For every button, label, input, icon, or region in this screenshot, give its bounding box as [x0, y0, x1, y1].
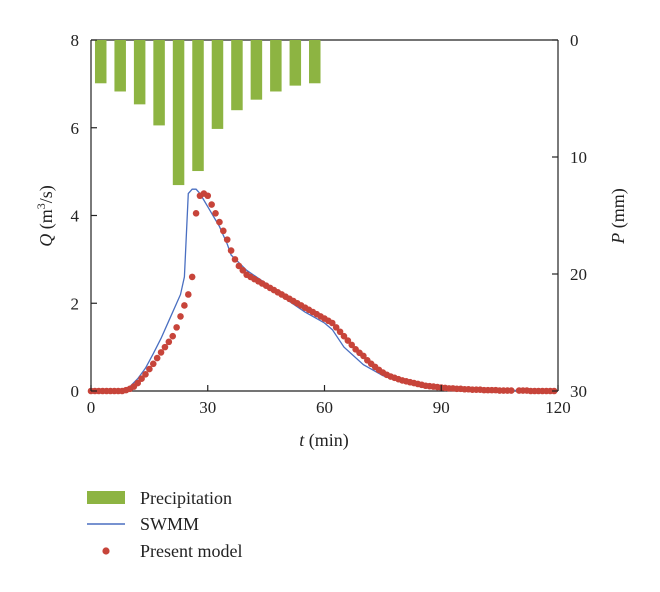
legend-swmm-label: SWMM [140, 514, 199, 534]
p-tick-label: 0 [570, 31, 579, 50]
x-axis-title: t (min) [299, 430, 349, 451]
present-model-point [169, 332, 177, 340]
present-model-point [360, 352, 367, 360]
x-tick-label: 30 [199, 398, 216, 417]
x-tick-label: 60 [316, 398, 333, 417]
swmm-series [91, 188, 559, 392]
precipitation-bar [309, 40, 321, 84]
present-model-point [149, 360, 157, 368]
present-model-point [332, 324, 340, 331]
legend: Precipitation SWMM Present model [87, 488, 242, 561]
precipitation-bar [172, 40, 185, 186]
present-model-point [223, 236, 231, 243]
legend-precipitation-label: Precipitation [140, 488, 232, 508]
p-tick-label: 30 [570, 382, 587, 401]
present-model-point [157, 349, 165, 356]
p-tick-label: 10 [570, 148, 587, 167]
x-tick-label: 90 [433, 398, 450, 417]
precipitation-bar [133, 40, 146, 105]
precipitation-bar [153, 40, 165, 126]
q-tick-label: 2 [71, 294, 80, 313]
precipitation-bar [250, 40, 263, 100]
precipitation-bar [94, 40, 107, 84]
present-model-point [220, 227, 227, 235]
present-model-point [231, 256, 239, 263]
precipitation-bar [211, 40, 224, 129]
present-model-point [192, 210, 200, 217]
swmm-line [91, 188, 559, 392]
p-tick-label: 20 [570, 265, 587, 284]
axis-ticks: 0 30 60 90 120 0 2 4 6 8 0 10 20 30 [71, 31, 588, 417]
legend-model-label: Present model [140, 541, 242, 561]
present-model-point [208, 201, 215, 208]
present-model-point [181, 302, 188, 309]
precipitation-bars [94, 40, 321, 186]
present-model-point [188, 273, 196, 281]
precipitation-bar [192, 40, 204, 172]
legend-precipitation-swatch [87, 491, 125, 504]
x-tick-label: 0 [87, 398, 96, 417]
present-model-point [142, 371, 149, 378]
present-model-point [340, 332, 348, 340]
q-tick-label: 6 [71, 119, 80, 138]
q-tick-label: 8 [71, 31, 80, 50]
present-model-point [235, 262, 243, 270]
present-model-point [348, 341, 356, 349]
present-model-point [177, 313, 184, 320]
q-tick-label: 0 [71, 382, 80, 401]
present-model-point [165, 338, 173, 346]
present-model-point [344, 337, 352, 344]
legend-model-swatch [102, 547, 110, 555]
present-model-point [173, 324, 180, 331]
precipitation-bar [114, 40, 126, 92]
present-model-points [87, 190, 558, 395]
present-model-point [227, 247, 235, 254]
present-model-point [134, 379, 141, 387]
q-axis-title: Q (m3/s) [34, 185, 57, 247]
p-axis-title: P (mm) [608, 188, 629, 245]
present-model-point [216, 218, 223, 226]
precipitation-bar [270, 40, 282, 92]
present-model-point [153, 354, 161, 362]
present-model-point [508, 387, 515, 394]
present-model-point [161, 343, 169, 351]
present-model-point [212, 210, 219, 217]
present-model-point [239, 267, 247, 274]
present-model-point [328, 319, 336, 327]
present-model-point [204, 192, 212, 200]
present-model-point [146, 365, 153, 373]
precipitation-bar [289, 40, 302, 86]
present-model-point [138, 375, 145, 383]
present-model-point [336, 328, 344, 336]
q-tick-label: 4 [71, 207, 80, 226]
precipitation-bar [231, 40, 243, 111]
present-model-point [184, 291, 192, 298]
x-tick-label: 120 [545, 398, 571, 417]
